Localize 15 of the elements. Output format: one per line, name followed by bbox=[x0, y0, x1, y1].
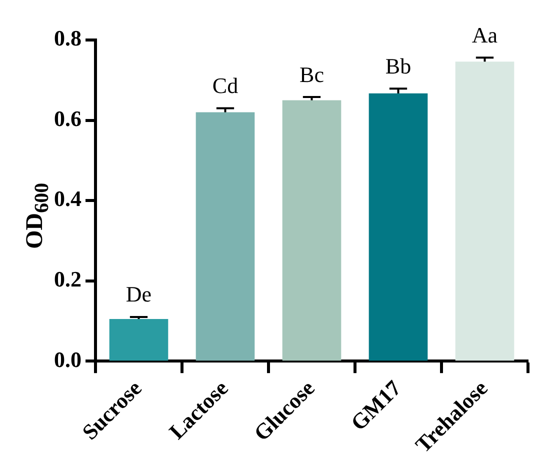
y-tick-label: 0.8 bbox=[54, 26, 82, 51]
bar bbox=[455, 62, 514, 361]
y-tick-label: 0.6 bbox=[54, 106, 82, 131]
bar bbox=[196, 112, 255, 361]
annotation: Bb bbox=[385, 53, 412, 78]
annotation: Aa bbox=[472, 22, 498, 48]
annotation: Bc bbox=[300, 62, 324, 87]
y-tick-label: 0.4 bbox=[54, 186, 82, 212]
bar bbox=[282, 100, 342, 361]
y-tick-label: 0.2 bbox=[54, 266, 82, 292]
annotation: De bbox=[126, 282, 152, 307]
annotation: Cd bbox=[212, 73, 238, 98]
bar bbox=[368, 93, 428, 361]
y-tick-label: 0.0 bbox=[54, 346, 82, 372]
bar bbox=[109, 318, 168, 361]
